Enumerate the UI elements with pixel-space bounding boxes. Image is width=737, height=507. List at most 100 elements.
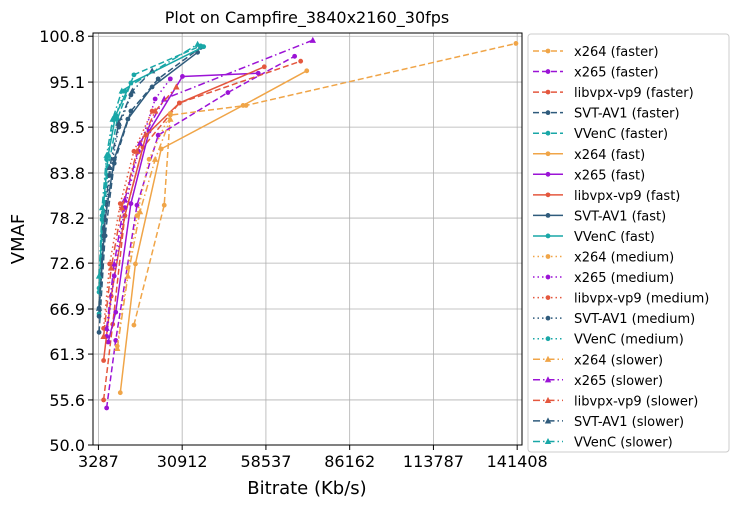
data-point	[167, 111, 173, 116]
legend-label: x265 (slower)	[574, 374, 663, 389]
plot-series	[95, 36, 519, 411]
data-point	[101, 358, 107, 363]
series-line	[133, 42, 517, 326]
data-point	[146, 156, 152, 162]
legend-label: x264 (slower)	[574, 353, 663, 368]
legend-label: x264 (medium)	[574, 251, 674, 266]
legend-item: x264 (fast)	[533, 148, 645, 163]
data-point	[513, 41, 519, 46]
data-point	[173, 83, 180, 90]
legend-item: x265 (slower)	[533, 374, 663, 389]
legend-label: x264 (faster)	[574, 45, 659, 60]
y-tick-label: 95.1	[49, 73, 85, 92]
legend-marker	[545, 274, 551, 280]
data-point	[128, 92, 134, 98]
legend-marker	[545, 171, 551, 177]
legend-item: SVT-AV1 (medium)	[533, 312, 695, 327]
legend-label: VVenC (fast)	[574, 230, 655, 245]
legend-label: x265 (faster)	[574, 66, 659, 81]
data-point	[134, 213, 140, 219]
data-point	[96, 329, 102, 335]
x-axis-title: Bitrate (Kb/s)	[247, 478, 366, 499]
series-line	[107, 72, 259, 343]
data-point	[161, 202, 167, 208]
data-point	[96, 313, 102, 319]
series-x264-medium	[114, 111, 173, 349]
legend-marker	[545, 69, 551, 74]
legend-marker	[545, 336, 551, 342]
legend-label: VVenC (slower)	[574, 435, 673, 450]
series-svt-av1-slower	[95, 67, 156, 311]
legend-label: SVT-AV1 (medium)	[574, 312, 695, 327]
series-line	[98, 46, 202, 333]
data-point	[261, 64, 267, 70]
legend-marker	[545, 295, 551, 300]
data-point	[167, 76, 173, 82]
data-point	[201, 44, 207, 50]
data-point	[100, 332, 107, 339]
legend-item: VVenC (faster)	[533, 127, 668, 142]
data-point	[129, 87, 136, 94]
data-point	[117, 390, 123, 396]
legend-label: libvpx-vp9 (medium)	[574, 292, 709, 307]
legend-marker	[545, 315, 551, 321]
data-point	[292, 53, 298, 59]
legend-marker	[545, 192, 551, 198]
data-point	[131, 322, 137, 328]
legend: x264 (faster) x265 (faster) libvpx-vp9 (fa…	[527, 33, 730, 453]
data-point	[177, 100, 182, 106]
x-tick-label: 113787	[403, 452, 464, 471]
legend-label: libvpx-vp9 (fast)	[574, 189, 680, 204]
data-point	[136, 208, 144, 215]
legend-marker	[544, 396, 552, 403]
legend-item: x265 (medium)	[533, 271, 674, 286]
data-point	[155, 132, 161, 138]
data-point	[128, 108, 134, 114]
data-point	[118, 204, 126, 211]
series-line	[116, 118, 172, 349]
legend-label: SVT-AV1 (fast)	[574, 209, 666, 224]
legend-label: SVT-AV1 (slower)	[574, 415, 684, 430]
legend-marker	[545, 254, 551, 259]
legend-item: SVT-AV1 (fast)	[533, 209, 666, 224]
series-line	[105, 55, 295, 409]
chart-title: Plot on Campfire_3840x2160_30fps	[165, 8, 450, 28]
legend-item: x264 (faster)	[533, 45, 659, 60]
x-tick-label: 58537	[240, 452, 291, 471]
x-tick-label: 86162	[324, 452, 375, 471]
series-vvenc-slower	[95, 40, 201, 279]
legend-label: VVenC (medium)	[574, 333, 684, 348]
axis-ticks: 3287 30912 58537 86162 113787 141408 50.0 55.6 6…	[39, 27, 548, 471]
series-x265-faster	[104, 53, 298, 411]
legend-item: x264 (medium)	[533, 251, 674, 266]
grid-lines	[93, 33, 522, 446]
y-axis-title: VMAF	[8, 214, 29, 265]
data-point	[155, 76, 161, 82]
x-tick-label: 3287	[78, 452, 119, 471]
data-point	[125, 116, 131, 122]
y-tick-label: 72.6	[49, 254, 85, 273]
data-point	[113, 309, 119, 315]
legend-item: VVenC (medium)	[533, 333, 684, 348]
data-point	[100, 224, 107, 231]
data-point	[122, 213, 128, 219]
legend-marker	[544, 417, 552, 424]
data-point	[304, 68, 310, 74]
data-point	[118, 87, 126, 94]
legend-marker	[544, 437, 552, 445]
y-tick-label: 83.8	[49, 164, 85, 183]
series-line	[105, 78, 171, 337]
data-point	[105, 339, 111, 345]
series-line	[102, 86, 177, 337]
y-tick-label: 100.8	[39, 27, 85, 46]
data-point	[115, 119, 122, 126]
legend-marker	[545, 130, 551, 136]
data-point	[114, 344, 121, 352]
y-tick-label: 66.9	[49, 300, 85, 319]
data-point	[167, 115, 174, 122]
data-point	[225, 90, 231, 95]
legend-marker	[545, 151, 551, 157]
data-point	[106, 163, 113, 170]
legend-label: libvpx-vp9 (slower)	[574, 394, 698, 409]
